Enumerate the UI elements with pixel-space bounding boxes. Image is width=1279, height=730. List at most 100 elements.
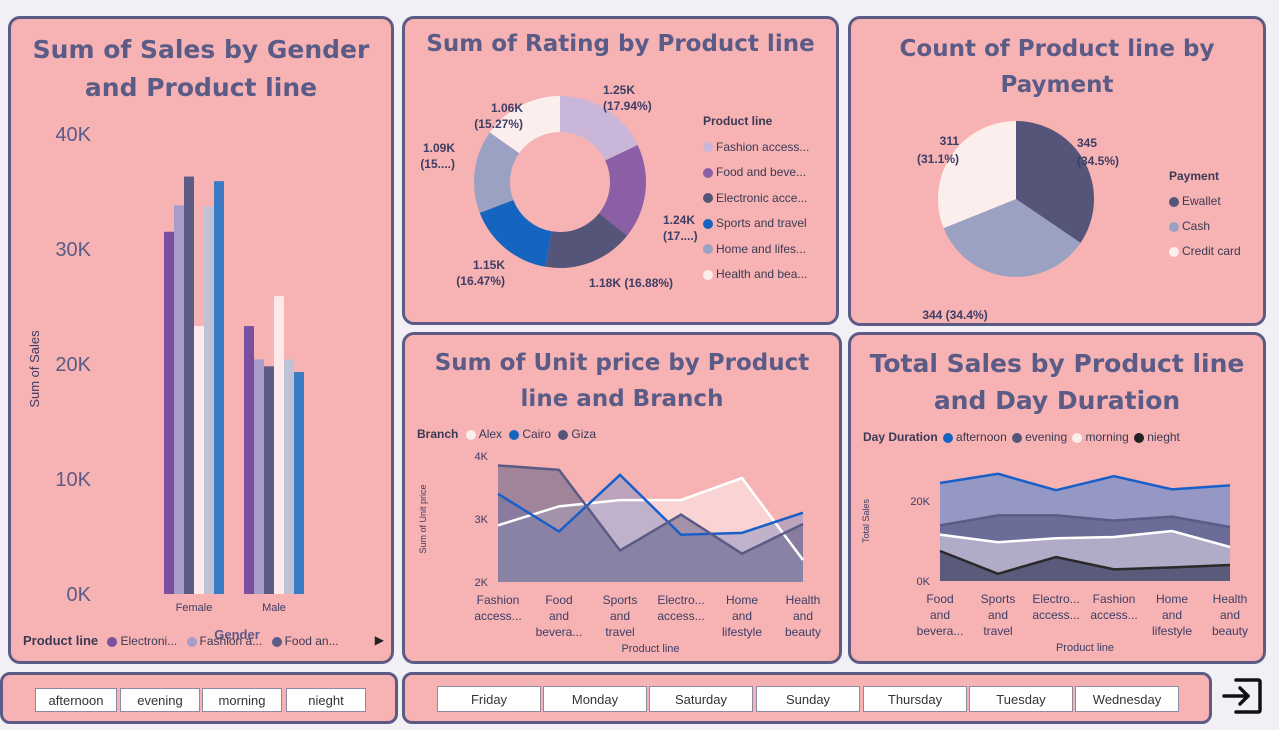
legend-item[interactable]: Cairo	[509, 427, 551, 441]
total-sales-area-chart[interactable]: 20K 0K Food and bevera... Sports and travel Elec…	[851, 450, 1263, 660]
legend-label: Health and bea...	[716, 267, 808, 281]
legend-item[interactable]: Food and beve...	[703, 160, 809, 186]
payment-pie-chart[interactable]: 345 (34.5%) 344 (34.4%) 311 (31.1%)	[851, 109, 1161, 326]
legend-label: Fashion a...	[199, 634, 263, 648]
data-label: 1.18K (16.88%)	[589, 276, 673, 290]
x-tick-label: Food	[926, 592, 953, 606]
series-line	[497, 476, 805, 561]
slicer-option-afternoon[interactable]: afternoon	[35, 688, 117, 712]
legend-item[interactable]: nieght	[1134, 430, 1180, 444]
data-label: (17.94%)	[603, 99, 652, 113]
unit-price-card[interactable]: Sum of Unit price by Product line and Br…	[402, 332, 842, 664]
unit-price-area-chart[interactable]: 4K 3K 2K Fashion access... Food and bevera... Sp…	[405, 447, 839, 662]
x-tick-label: Health	[786, 593, 821, 607]
series-line	[497, 464, 804, 556]
slicer-option-friday[interactable]: Friday	[437, 686, 541, 712]
legend-label: Cash	[1182, 219, 1211, 233]
y-tick-label: 3K	[475, 514, 489, 526]
pie-slice	[943, 199, 1081, 277]
legend-label: Giza	[571, 427, 597, 441]
legend-label: nieght	[1147, 430, 1180, 444]
slicer-option-morning[interactable]: morning	[202, 688, 282, 712]
legend-item[interactable]: Fashion a...	[186, 634, 263, 648]
x-tick-label: and	[930, 608, 950, 622]
legend-item[interactable]: evening	[1012, 430, 1067, 444]
bar	[184, 176, 194, 595]
legend-item[interactable]: Electronic acce...	[703, 186, 809, 212]
x-tick-label: access...	[1090, 608, 1137, 622]
legend-label: Fashion access...	[716, 139, 810, 154]
sales-by-gender-chart[interactable]: 40K 30K 20K 10K 0K Female Male Sum of Sales G…	[11, 109, 391, 649]
rating-title: Sum of Rating by Product line	[426, 31, 815, 57]
day-duration-slicer[interactable]: afternoon evening morning nieght	[0, 672, 398, 724]
y-tick-label: 4K	[475, 451, 489, 463]
legend-item[interactable]: Alex	[465, 427, 503, 441]
sales-by-gender-card[interactable]: Sum of Sales by Gender and Product line …	[8, 16, 394, 664]
x-tick-label: access...	[474, 609, 521, 623]
legend-item[interactable]: Ewallet	[1169, 189, 1241, 214]
y-tick-label: 40K	[55, 124, 91, 146]
legend-item[interactable]: Health and bea...	[703, 262, 809, 288]
pie-slice	[545, 213, 628, 268]
x-tick-label: Sports	[981, 592, 1016, 606]
slicer-option-nieght[interactable]: nieght	[286, 688, 366, 712]
legend-item[interactable]: Home and lifes...	[703, 237, 809, 263]
series-line	[939, 514, 1231, 529]
title-line-2: line and Branch	[520, 386, 724, 412]
data-label: 344 (34.4%)	[922, 308, 987, 322]
x-tick-label: and	[732, 609, 752, 623]
legend-item[interactable]: morning	[1072, 430, 1129, 444]
legend-item[interactable]: Fashion access...	[703, 135, 809, 161]
data-label: 1.09K	[423, 141, 455, 155]
x-tick-label: lifestyle	[722, 625, 762, 639]
bar	[244, 326, 254, 594]
slicer-option-sunday[interactable]: Sunday	[756, 686, 860, 712]
rating-donut-chart[interactable]: 1.25K (17.94%) 1.24K (17....) 1.18K (16.88%)…	[405, 74, 705, 324]
legend-next-arrow-icon[interactable]: ▶	[374, 633, 384, 647]
slicer-option-wednesday[interactable]: Wednesday	[1075, 686, 1179, 712]
x-axis-title: Product line	[1056, 642, 1114, 654]
series-line	[939, 549, 1231, 576]
pie-slice	[938, 121, 1016, 229]
data-label: (31.1%)	[917, 152, 959, 166]
x-tick-label: and	[793, 609, 813, 623]
legend-item[interactable]: Credit card	[1169, 239, 1241, 264]
y-axis-title: Sum of Sales	[27, 330, 42, 408]
legend-label: Cairo	[522, 427, 552, 441]
payment-legend: Payment Ewallet Cash Credit card	[1169, 164, 1241, 264]
day-slicer[interactable]: Friday Monday Saturday Sunday Thursday Tuesda…	[402, 672, 1212, 724]
legend-item[interactable]: Sports and travel	[703, 211, 809, 237]
legend-item[interactable]: Giza	[558, 427, 596, 441]
legend-item[interactable]: Electroni...	[107, 634, 177, 648]
x-tick-label: Male	[262, 602, 286, 614]
data-label: (15.27%)	[474, 117, 523, 131]
slicer-option-monday[interactable]: Monday	[543, 686, 647, 712]
slicer-option-tuesday[interactable]: Tuesday	[969, 686, 1073, 712]
x-tick-label: travel	[983, 624, 1012, 638]
x-tick-label: Health	[1213, 592, 1248, 606]
unit-price-title: Sum of Unit price by Product line and Br…	[405, 345, 839, 417]
y-tick-label: 0K	[67, 584, 92, 606]
rating-by-product-card[interactable]: Sum of Rating by Product line 1.25K (17.9…	[402, 16, 839, 325]
title-line-2: Payment	[1000, 72, 1114, 98]
x-tick-label: lifestyle	[1152, 624, 1192, 638]
x-tick-label: Food	[545, 593, 572, 607]
legend-item[interactable]: Cash	[1169, 214, 1241, 239]
slicer-option-evening[interactable]: evening	[120, 688, 200, 712]
slicer-option-saturday[interactable]: Saturday	[649, 686, 753, 712]
exit-icon[interactable]	[1218, 672, 1266, 720]
series-line	[939, 529, 1231, 549]
legend-item[interactable]: Food an...	[271, 634, 339, 648]
x-tick-label: access...	[657, 609, 704, 623]
legend-title: Day Duration	[863, 430, 938, 444]
legend-item[interactable]: afternoon	[943, 430, 1007, 444]
legend-label: Credit card	[1182, 244, 1241, 258]
legend-label: Alex	[478, 427, 503, 441]
legend-label: Food an...	[284, 634, 339, 648]
rating-legend: Product line Fashion access... Food and …	[703, 109, 809, 288]
data-label: 345	[1077, 136, 1097, 150]
slicer-option-thursday[interactable]: Thursday	[863, 686, 967, 712]
day-duration-legend: Day Duration afternoon evening morning n…	[863, 430, 1180, 444]
total-sales-card[interactable]: Total Sales by Product line and Day Dura…	[848, 332, 1266, 664]
payment-card[interactable]: Count of Product line by Payment 345 (34.…	[848, 16, 1266, 326]
